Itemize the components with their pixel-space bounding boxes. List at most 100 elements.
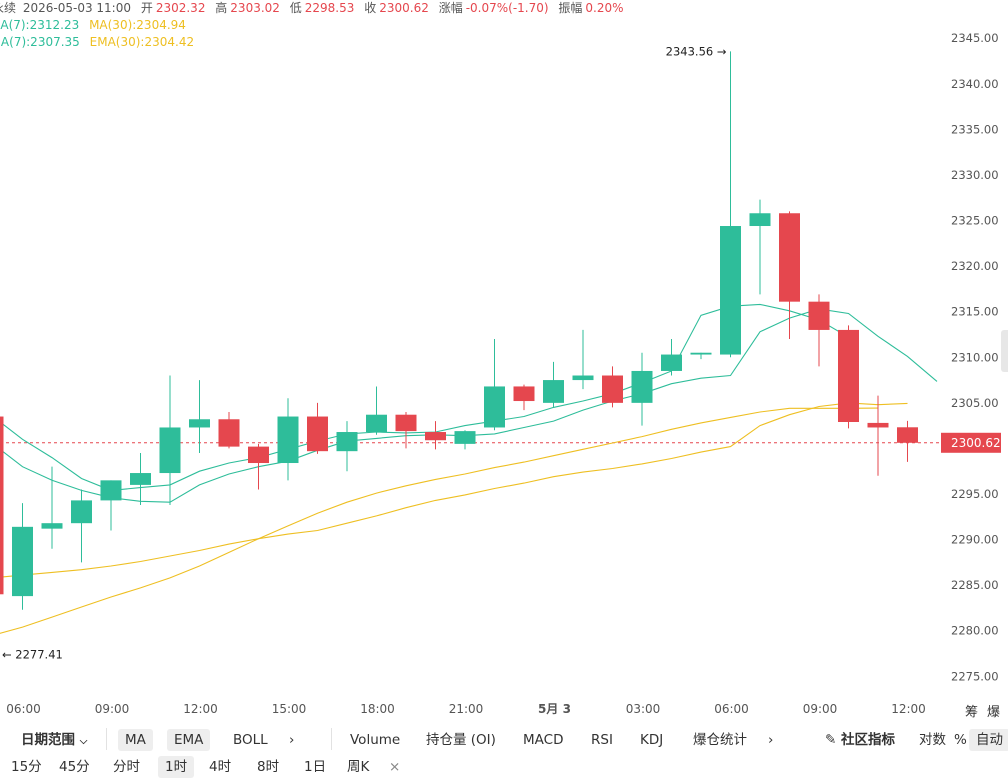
candle-body	[71, 500, 92, 524]
candlestick-chart[interactable]: 2275.00 2280.00 2285.00 2290.00 2295.00 2300.…	[0, 0, 1008, 724]
y-tick-label: 2335.00	[951, 122, 999, 136]
candle-body	[808, 301, 830, 330]
candle-body	[0, 416, 4, 595]
divider	[331, 728, 332, 750]
candle	[425, 421, 446, 450]
candle-body	[189, 419, 210, 428]
candle-body	[484, 386, 505, 428]
interval-4[interactable]: 4时	[209, 759, 232, 775]
liquidation-map-label: 爆	[987, 705, 1000, 720]
community-indicators-button[interactable]: ✎ 社区指标	[818, 729, 902, 751]
candle	[454, 430, 476, 450]
candle	[12, 503, 33, 610]
candle-body	[248, 446, 269, 464]
auto-scale-toggle[interactable]: 自动	[969, 729, 1008, 751]
candle	[690, 352, 712, 360]
kdj-toggle[interactable]: KDJ	[640, 732, 664, 748]
amplitude-label: 振幅	[558, 1, 583, 15]
price-axis-drag-handle[interactable]	[1001, 330, 1008, 372]
y-tick-label: 2330.00	[951, 168, 999, 182]
x-tick-label: 15:00	[272, 702, 307, 716]
ma-toggle[interactable]: MA	[118, 729, 153, 751]
interval-3[interactable]: 1时	[158, 756, 195, 778]
amplitude-value: 0.20%	[585, 1, 624, 15]
candle-datetime: 2026-05-03 11:00	[22, 1, 131, 15]
candle	[720, 51, 741, 358]
boll-toggle[interactable]: BOLL	[233, 732, 268, 748]
ma7-line	[0, 303, 849, 491]
candle	[248, 443, 269, 490]
open-value: 2302.32	[155, 1, 206, 15]
candle	[808, 294, 830, 367]
divider	[106, 728, 107, 750]
y-tick-label: 2280.00	[951, 624, 999, 638]
candle-body	[838, 329, 859, 422]
open-interest-toggle[interactable]: 持仓量 (OI)	[426, 732, 496, 748]
y-tick-label: 2295.00	[951, 487, 999, 501]
y-tick-label: 2310.00	[951, 350, 999, 364]
open-label: 开	[140, 1, 153, 15]
candle	[307, 402, 328, 454]
low-price-marker: ← 2277.41	[2, 647, 63, 661]
chip-distribution-label: 筹	[965, 704, 978, 720]
y-tick-label: 2320.00	[951, 259, 999, 273]
candle	[277, 398, 299, 481]
community-indicators-label: 社区指标	[841, 732, 896, 748]
candle	[897, 420, 918, 462]
candle	[189, 380, 210, 453]
candle-body	[661, 354, 682, 371]
x-tick-label: 06:00	[714, 702, 749, 716]
main-indicator-more-icon[interactable]: ›	[289, 732, 295, 748]
ema-toggle[interactable]: EMA	[167, 729, 211, 751]
ema30-legend: EMA(30):2304.42	[89, 35, 195, 49]
interval-6[interactable]: 1日	[304, 759, 327, 775]
candle-body	[130, 473, 151, 485]
interval-1[interactable]: 45分	[59, 759, 90, 775]
high-value: 2303.02	[230, 1, 280, 15]
candle-body	[867, 422, 889, 428]
liquidation-stats-toggle[interactable]: 爆仓统计	[693, 732, 747, 748]
date-range-dropdown[interactable]: 日期范围 ⌵	[14, 729, 94, 751]
y-tick-label: 2285.00	[951, 578, 999, 592]
x-tick-label: 09:00	[95, 702, 130, 716]
interval-0[interactable]: 15分	[11, 759, 42, 775]
candle	[336, 421, 358, 472]
rsi-toggle[interactable]: RSI	[591, 732, 613, 748]
percent-scale-toggle[interactable]: %	[954, 732, 967, 748]
close-icon[interactable]: ×	[389, 759, 401, 775]
candle	[867, 395, 889, 476]
indicator-toolbar: 日期范围 ⌵ MA EMA BOLL › Volume 持仓量 (OI) MAC…	[0, 724, 1008, 754]
close-label: 收	[364, 1, 377, 15]
x-tick-label: 03:00	[626, 702, 661, 716]
candle-body	[395, 414, 417, 432]
interval-7[interactable]: 周K	[347, 759, 370, 775]
change-label: 涨幅	[438, 1, 463, 15]
ema30-line	[0, 407, 879, 634]
candle-body	[277, 416, 299, 464]
last-price-badge	[941, 432, 1001, 453]
low-value: 2298.53	[304, 1, 355, 15]
candle	[484, 339, 505, 431]
candle-body	[218, 419, 240, 447]
candle-body	[749, 213, 771, 227]
volume-toggle[interactable]: Volume	[350, 732, 401, 748]
sub-indicator-more-icon[interactable]: ›	[768, 732, 774, 748]
x-tick-label: 5月 3	[538, 702, 571, 716]
candle	[749, 199, 771, 295]
ema-legend-row: EMA(7):2307.35 EMA(30):2304.42	[0, 34, 194, 51]
candle-body	[336, 432, 358, 452]
interval-2[interactable]: 分时	[113, 759, 140, 775]
candle	[100, 480, 122, 531]
last-price-label: 2300.62	[951, 436, 1001, 450]
candle	[71, 489, 92, 563]
log-scale-toggle[interactable]: 对数	[919, 732, 946, 748]
macd-toggle[interactable]: MACD	[523, 732, 564, 748]
y-tick-label: 2340.00	[951, 77, 999, 91]
x-tick-label: 21:00	[449, 702, 484, 716]
candle-body	[543, 380, 564, 403]
interval-5[interactable]: 8时	[257, 759, 280, 775]
candle	[513, 384, 535, 411]
chevron-down-icon: ⌵	[79, 736, 88, 747]
